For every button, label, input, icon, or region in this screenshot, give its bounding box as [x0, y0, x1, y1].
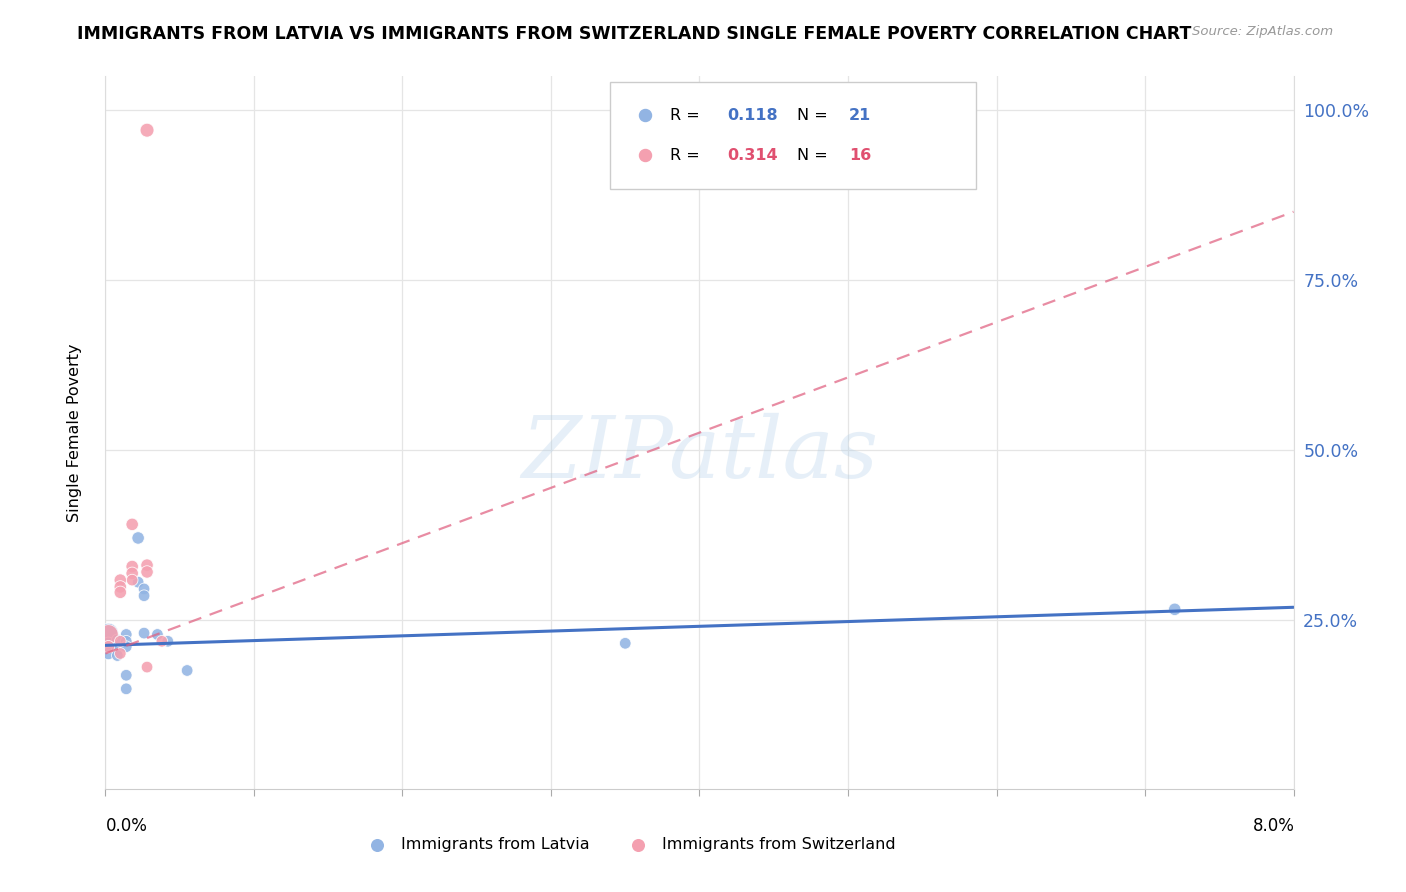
Text: N =: N =: [797, 108, 832, 122]
Point: [150, 634, 173, 648]
Point: [132, 589, 155, 603]
Text: 0.0%: 0.0%: [105, 817, 148, 835]
Text: ZIPatlas: ZIPatlas: [520, 413, 879, 495]
Point: [121, 517, 143, 532]
Point: [97, 640, 120, 654]
Point: [176, 664, 198, 678]
Text: 16: 16: [849, 147, 872, 162]
Text: IMMIGRANTS FROM LATVIA VS IMMIGRANTS FROM SWITZERLAND SINGLE FEMALE POVERTY CORR: IMMIGRANTS FROM LATVIA VS IMMIGRANTS FRO…: [77, 25, 1192, 43]
Point: [136, 565, 159, 579]
Point: [105, 632, 128, 647]
Point: [115, 627, 138, 641]
Text: 8.0%: 8.0%: [1253, 817, 1295, 835]
Point: [614, 636, 637, 650]
Point: [121, 573, 143, 587]
Point: [97, 636, 120, 650]
Point: [110, 634, 132, 648]
Point: [1164, 602, 1187, 616]
Y-axis label: Single Female Poverty: Single Female Poverty: [67, 343, 82, 522]
Point: [121, 566, 143, 581]
Point: [97, 647, 120, 661]
Text: Source: ZipAtlas.com: Source: ZipAtlas.com: [1192, 25, 1333, 38]
Point: [115, 634, 138, 648]
Point: [136, 660, 159, 674]
FancyBboxPatch shape: [610, 81, 976, 188]
Point: [121, 559, 143, 574]
Point: [110, 647, 132, 661]
Text: 0.314: 0.314: [727, 147, 778, 162]
Point: [115, 668, 138, 682]
Text: R =: R =: [669, 108, 704, 122]
Point: [136, 123, 159, 137]
Point: [127, 531, 149, 545]
Point: [115, 681, 138, 696]
Point: [97, 627, 120, 641]
Point: [132, 626, 155, 640]
Text: 21: 21: [849, 108, 872, 122]
Text: N =: N =: [797, 147, 832, 162]
Text: R =: R =: [669, 147, 704, 162]
Point: [110, 573, 132, 587]
Point: [127, 575, 149, 590]
Text: 0.118: 0.118: [727, 108, 778, 122]
Legend: Immigrants from Latvia, Immigrants from Switzerland: Immigrants from Latvia, Immigrants from …: [354, 830, 901, 858]
Point: [132, 582, 155, 596]
Point: [115, 640, 138, 654]
Point: [136, 558, 159, 573]
Point: [105, 643, 128, 657]
Point: [110, 580, 132, 594]
Point: [110, 585, 132, 599]
Point: [146, 627, 169, 641]
Point: [105, 648, 128, 663]
Point: [156, 634, 179, 648]
Point: [97, 626, 120, 640]
